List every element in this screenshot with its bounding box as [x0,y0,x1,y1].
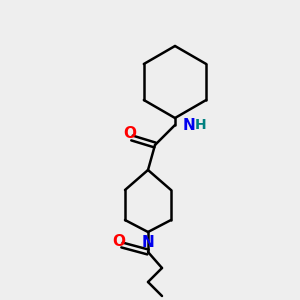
Text: H: H [195,118,207,132]
Text: O: O [124,125,136,140]
Text: N: N [142,235,154,250]
Text: N: N [183,118,196,133]
Text: O: O [112,235,125,250]
